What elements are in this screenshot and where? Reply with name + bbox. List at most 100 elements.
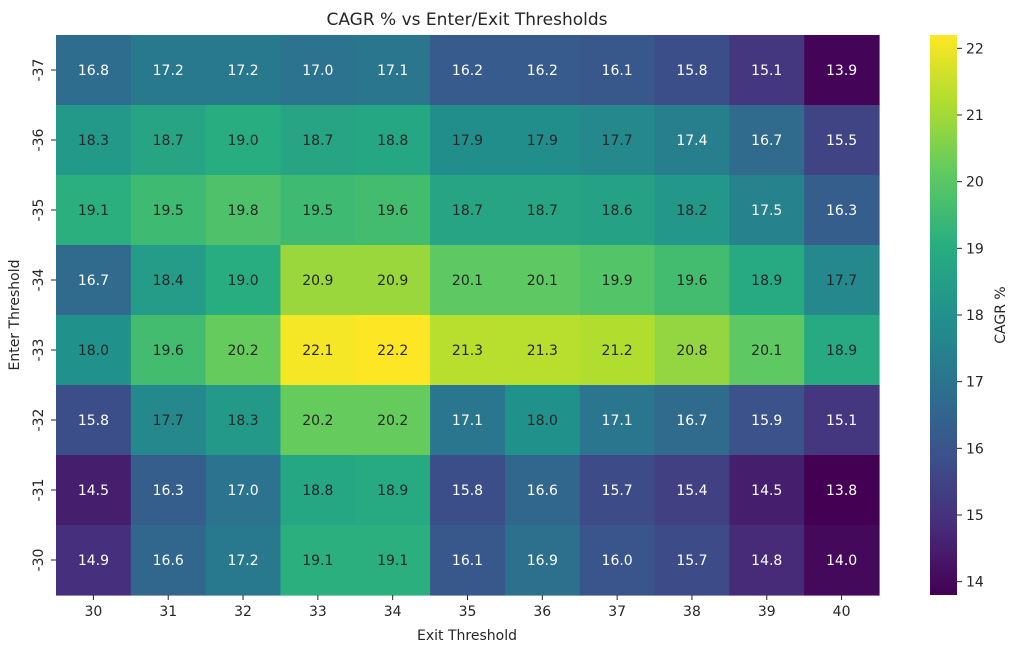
cell-value: 19.5 bbox=[153, 203, 184, 219]
x-tick-label: 40 bbox=[833, 604, 851, 620]
heatmap-cell bbox=[430, 455, 506, 526]
colorbar-tick-label: 22 bbox=[966, 41, 984, 57]
y-tick-label: -35 bbox=[31, 199, 47, 222]
cell-value: 15.5 bbox=[826, 133, 857, 149]
chart-title: CAGR % vs Enter/Exit Thresholds bbox=[326, 10, 607, 30]
cell-value: 19.9 bbox=[602, 273, 633, 289]
heatmap-cell bbox=[504, 245, 581, 316]
heatmap-cell bbox=[729, 35, 805, 106]
colorbar-tick-label: 15 bbox=[966, 508, 984, 524]
heatmap-cell bbox=[729, 455, 805, 526]
cell-value: 14.9 bbox=[78, 553, 109, 569]
heatmap-cell bbox=[56, 455, 132, 526]
heatmap-cell bbox=[280, 315, 356, 386]
heatmap-cell bbox=[654, 315, 730, 386]
heatmap-cell bbox=[280, 525, 356, 596]
heatmap-cell bbox=[355, 525, 431, 596]
heatmap-cell bbox=[729, 385, 805, 456]
cell-value: 20.1 bbox=[452, 273, 483, 289]
heatmap-cell bbox=[804, 105, 880, 176]
cell-value: 15.8 bbox=[452, 483, 483, 499]
y-tick-label: -32 bbox=[31, 409, 47, 432]
x-axis: 30 31 32 33 34 35 36 37 38 39 40 bbox=[84, 595, 851, 620]
cell-value: 18.0 bbox=[527, 413, 558, 429]
cell-value: 18.3 bbox=[78, 133, 109, 149]
colorbar-tick-label: 16 bbox=[966, 441, 984, 457]
heatmap-cell bbox=[654, 245, 730, 316]
cell-value: 17.1 bbox=[452, 413, 483, 429]
cell-value: 15.7 bbox=[676, 553, 707, 569]
heatmap-cell bbox=[804, 385, 880, 456]
heatmap-cell bbox=[130, 105, 207, 176]
heatmap-cell bbox=[355, 175, 431, 246]
heatmap-cell bbox=[205, 105, 282, 176]
cell-value: 18.9 bbox=[377, 483, 408, 499]
heatmap-cell bbox=[430, 175, 506, 246]
heatmap-cell bbox=[205, 385, 282, 456]
cell-value: 19.0 bbox=[227, 273, 258, 289]
x-tick-label: 31 bbox=[159, 604, 177, 620]
cell-value: 17.7 bbox=[602, 133, 633, 149]
heatmap-cell bbox=[280, 105, 356, 176]
cell-value: 15.8 bbox=[78, 413, 109, 429]
heatmap-cell bbox=[130, 245, 207, 316]
cell-value: 19.6 bbox=[377, 203, 408, 219]
x-tick-label: 36 bbox=[533, 604, 551, 620]
cell-value: 16.6 bbox=[527, 483, 558, 499]
heatmap-cell bbox=[130, 525, 207, 596]
heatmap-cell bbox=[504, 35, 581, 106]
heatmap-cell bbox=[205, 35, 282, 106]
cell-value: 18.9 bbox=[751, 273, 782, 289]
cell-value: 21.3 bbox=[527, 343, 558, 359]
heatmap-cell bbox=[130, 455, 207, 526]
cell-value: 18.7 bbox=[302, 133, 333, 149]
heatmap-cell bbox=[729, 315, 805, 386]
cell-value: 19.0 bbox=[227, 133, 258, 149]
cell-value: 16.9 bbox=[527, 553, 558, 569]
cell-value: 17.9 bbox=[452, 133, 483, 149]
cell-value: 17.7 bbox=[153, 413, 184, 429]
heatmap-cells bbox=[56, 35, 880, 596]
colorbar-tick-label: 19 bbox=[966, 241, 984, 257]
x-tick-label: 33 bbox=[309, 604, 327, 620]
heatmap-cell bbox=[729, 175, 805, 246]
heatmap-cell bbox=[355, 315, 431, 386]
cell-value: 16.7 bbox=[751, 133, 782, 149]
cell-value: 19.8 bbox=[227, 203, 258, 219]
heatmap-cell bbox=[430, 385, 506, 456]
heatmap-cell bbox=[205, 525, 282, 596]
cell-value: 20.1 bbox=[751, 343, 782, 359]
heatmap-cell bbox=[804, 455, 880, 526]
heatmap-cell bbox=[804, 315, 880, 386]
x-tick-label: 35 bbox=[459, 604, 477, 620]
cell-value: 19.1 bbox=[302, 553, 333, 569]
heatmap-cell bbox=[205, 175, 282, 246]
heatmap-cell bbox=[579, 245, 656, 316]
heatmap-cell bbox=[729, 245, 805, 316]
heatmap-cell bbox=[579, 385, 656, 456]
y-tick-label: -34 bbox=[31, 268, 47, 291]
cell-value: 19.5 bbox=[302, 203, 333, 219]
colorbar-tick-label: 18 bbox=[966, 308, 984, 324]
y-axis-label: Enter Threshold bbox=[7, 259, 23, 370]
cell-value: 18.3 bbox=[227, 413, 258, 429]
heatmap-cell bbox=[355, 35, 431, 106]
heatmap-cell bbox=[280, 175, 356, 246]
heatmap-cell bbox=[430, 105, 506, 176]
cell-value: 17.2 bbox=[227, 553, 258, 569]
cell-value: 16.3 bbox=[826, 203, 857, 219]
heatmap-cell bbox=[579, 175, 656, 246]
cell-value: 14.5 bbox=[78, 483, 109, 499]
cell-value: 18.2 bbox=[676, 203, 707, 219]
heatmap-cell bbox=[579, 525, 656, 596]
heatmap-cell bbox=[56, 35, 132, 106]
cell-value: 14.8 bbox=[751, 553, 782, 569]
heatmap-cell bbox=[504, 175, 581, 246]
x-tick-label: 34 bbox=[384, 604, 402, 620]
cell-value: 16.7 bbox=[676, 413, 707, 429]
cell-value: 18.8 bbox=[377, 133, 408, 149]
x-tick-label: 30 bbox=[84, 604, 102, 620]
colorbar-tick-label: 20 bbox=[966, 175, 984, 191]
cell-value: 19.6 bbox=[676, 273, 707, 289]
heatmap-cell bbox=[729, 105, 805, 176]
